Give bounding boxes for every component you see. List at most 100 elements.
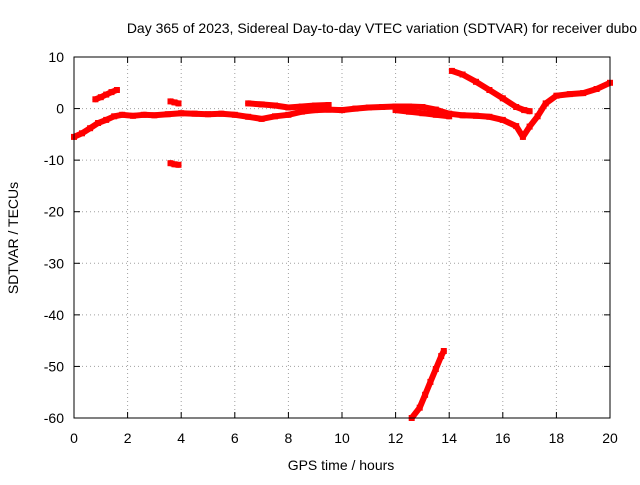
data-point [339,107,345,114]
y-tick-label: 0 [56,101,64,117]
x-tick-label: 8 [285,430,293,446]
data-point [519,133,526,140]
data-point [218,110,225,117]
data-point [79,130,85,137]
x-tick-label: 18 [549,430,565,446]
data-point [171,99,178,106]
data-point [245,100,252,107]
axis-ticks: 0 2 4 6 8 10 12 14 16 18 20 -60 -50 -40 -30 -20 -10 0 10 [44,49,618,446]
data-point [108,89,115,96]
data-point [178,110,185,117]
data-point [406,108,412,115]
data-point [103,116,110,123]
x-axis-title: GPS time / hours [288,457,395,473]
data-point [427,378,434,385]
data-point [352,105,359,112]
data-point [312,102,319,109]
x-tick-label: 20 [602,430,618,446]
x-tick-label: 16 [495,430,511,446]
data-point [534,113,541,120]
data-point [419,104,426,110]
data-point [175,100,182,107]
data-point [542,100,549,107]
data-point [526,123,533,130]
data-point [513,123,520,130]
data-point [432,106,439,113]
data-point [285,104,292,111]
data-point [298,103,305,110]
y-tick-label: 10 [48,49,64,65]
data-point [513,104,520,110]
data-point [312,107,319,114]
data-point [553,92,560,99]
y-tick-label: -50 [44,358,64,374]
data-point [416,404,423,411]
data-point [379,104,386,110]
data-point [419,110,426,117]
data-point [593,86,600,92]
data-point [432,111,439,118]
data-point [392,103,399,110]
data-point [205,111,211,118]
data-series [71,67,613,421]
data-point [580,90,587,97]
data-point [245,113,252,120]
data-point [473,78,479,85]
data-point [167,98,174,105]
data-point [97,94,104,101]
data-point [298,108,305,115]
y-tick-label: -60 [44,410,64,426]
data-point [365,104,372,111]
data-point [325,102,332,108]
y-tick-label: -20 [44,204,64,220]
chart-title: Day 365 of 2023, Sidereal Day-to-day VTE… [127,20,637,36]
x-tick-label: 0 [70,430,78,446]
x-tick-label: 10 [334,430,350,446]
data-point [459,112,466,119]
y-axis-title: SDTVAR / TECUs [5,182,21,294]
data-point [499,95,506,102]
data-point [140,111,147,118]
y-tick-label: -30 [44,255,64,271]
data-point [92,96,99,103]
data-point [151,112,158,119]
data-point [521,107,528,114]
x-tick-label: 2 [124,430,132,446]
data-point [499,116,506,123]
data-point [87,125,94,132]
data-point [167,160,174,167]
data-point [95,120,102,126]
data-point [392,107,399,114]
data-point [258,101,265,108]
data-point [486,113,493,120]
x-tick-label: 14 [441,430,457,446]
data-point [231,111,238,118]
data-point [113,87,120,93]
data-point [432,366,439,372]
data-point [448,67,455,74]
data-point [566,91,573,98]
data-point [119,111,126,118]
x-tick-label: 12 [388,430,404,446]
data-point [272,102,278,109]
data-point [473,112,479,119]
data-point [325,106,332,113]
data-point [406,103,412,110]
series-main-band [71,79,613,140]
data-point [438,353,445,360]
data-point [422,391,429,398]
x-tick-label: 4 [177,430,185,446]
data-point [526,108,533,115]
x-tick-label: 6 [231,430,239,446]
data-point [164,111,171,118]
y-tick-label: -10 [44,152,64,168]
y-tick-label: -40 [44,307,64,323]
data-point [191,110,198,117]
data-point [171,161,178,168]
data-point [103,91,110,98]
data-point [258,115,265,122]
data-point [130,112,136,119]
data-point [459,71,466,78]
